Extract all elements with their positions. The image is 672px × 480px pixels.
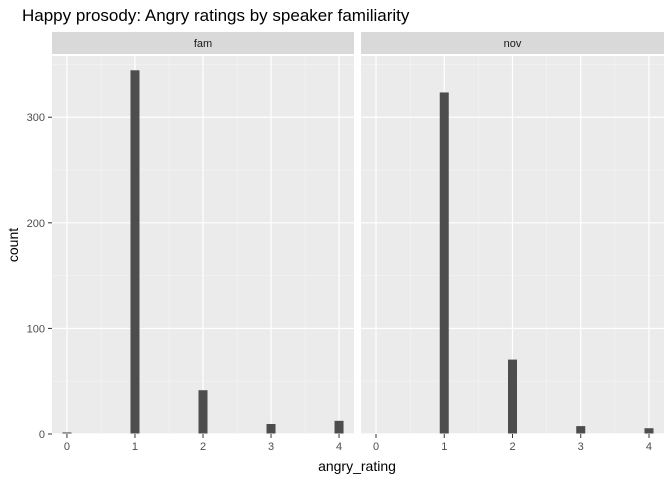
histogram-bar-fam-3 — [266, 423, 276, 434]
x-tick-label: 0 — [64, 441, 70, 453]
x-tick-label: 1 — [132, 441, 138, 453]
histogram-bar-fam-1 — [130, 70, 140, 434]
x-tick-label: 1 — [441, 441, 447, 453]
histogram-bar-fam-4 — [334, 420, 344, 434]
facet-strip-label: fam — [194, 38, 212, 50]
facet-strip — [361, 32, 664, 54]
y-axis-title: count — [5, 228, 21, 262]
x-axis-title: angry_rating — [318, 458, 396, 474]
x-tick-label: 0 — [373, 441, 379, 453]
chart-title: Happy prosody: Angry ratings by speaker … — [22, 6, 410, 25]
y-tick-label: 200 — [27, 218, 45, 230]
facet-panel-fam: fam 0 1 2 3 4 0 100 200 300 — [27, 32, 354, 453]
facet-strip — [52, 32, 354, 54]
panels: fam 0 1 2 3 4 0 100 200 300 nov 0 1 2 3 4 — [27, 32, 664, 453]
x-tick-label: 2 — [509, 441, 515, 453]
histogram-bar-fam-0 — [62, 432, 72, 434]
y-tick-label: 100 — [27, 323, 45, 335]
x-tick-label: 4 — [336, 441, 342, 453]
histogram-bar-fam-2 — [198, 390, 208, 434]
facet-panel-nov: nov 0 1 2 3 4 — [361, 32, 664, 453]
histogram-bar-nov-1 — [439, 92, 449, 434]
y-tick-label: 0 — [39, 429, 45, 441]
x-tick-label: 3 — [268, 441, 274, 453]
facet-strip-label: nov — [504, 38, 522, 50]
x-tick-label: 3 — [578, 441, 584, 453]
histogram-bar-nov-2 — [508, 359, 517, 434]
histogram-bar-nov-4 — [644, 428, 654, 434]
x-tick-label: 2 — [200, 441, 206, 453]
y-tick-label: 300 — [27, 112, 45, 124]
histogram-bar-nov-3 — [576, 426, 586, 434]
x-tick-label: 4 — [646, 441, 652, 453]
